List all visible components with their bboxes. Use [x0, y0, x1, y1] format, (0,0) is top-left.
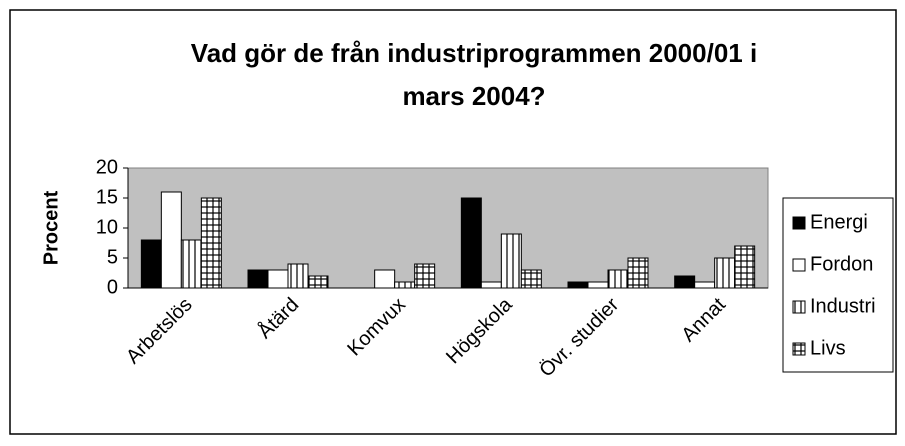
plot-area	[127, 167, 769, 289]
bar	[394, 281, 416, 289]
legend-swatch	[792, 258, 806, 272]
legend-label: Fordon	[810, 253, 873, 275]
bar	[607, 269, 629, 289]
legend-swatch	[792, 342, 806, 356]
bar	[714, 257, 736, 289]
bar	[587, 281, 609, 289]
bar	[160, 191, 182, 289]
chart-title: mars 2004?	[402, 81, 545, 111]
bar	[627, 257, 649, 289]
bar	[694, 281, 716, 289]
bar	[374, 269, 396, 289]
y-tick-label: 20	[96, 156, 118, 178]
bar	[500, 233, 522, 289]
y-axis-label: Procent	[40, 190, 62, 265]
legend-swatch	[792, 216, 806, 230]
y-tick-label: 0	[107, 276, 118, 298]
bar	[267, 269, 289, 289]
bar	[414, 263, 436, 289]
bar	[520, 269, 542, 289]
bar	[460, 197, 482, 289]
legend-label: Energi	[810, 211, 868, 233]
bar	[200, 197, 222, 289]
legend-label: Industri	[810, 295, 876, 317]
legend-swatch	[792, 300, 806, 314]
bar	[567, 281, 589, 289]
y-tick-label: 15	[96, 186, 118, 208]
bar	[674, 275, 696, 289]
bar	[247, 269, 269, 289]
bar	[480, 281, 502, 289]
bar	[287, 263, 309, 289]
chart-title: Vad gör de från industriprogrammen 2000/…	[191, 38, 757, 68]
bar	[180, 239, 202, 289]
bar	[140, 239, 162, 289]
legend-label: Livs	[810, 337, 846, 359]
y-tick-label: 10	[96, 216, 118, 238]
bar	[307, 275, 329, 289]
bar	[734, 245, 756, 289]
y-tick-label: 5	[107, 246, 118, 268]
